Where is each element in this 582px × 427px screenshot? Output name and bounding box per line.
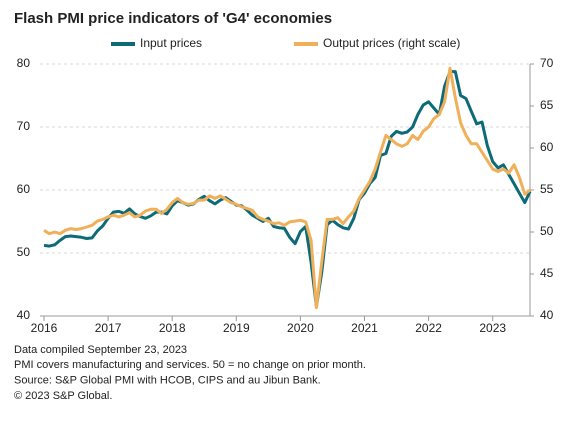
y2-tick-label: 50 xyxy=(540,224,554,238)
y-tick-label: 60 xyxy=(17,182,31,196)
series-line xyxy=(43,66,532,310)
x-tick-label: 2019 xyxy=(223,321,250,335)
y2-tick-label: 40 xyxy=(540,308,554,322)
x-tick-label: 2023 xyxy=(479,321,506,335)
legend-label: Output prices (right scale) xyxy=(323,36,460,50)
x-tick-label: 2020 xyxy=(287,321,314,335)
footnote: © 2023 S&P Global. xyxy=(14,390,112,402)
x-tick-label: 2017 xyxy=(95,321,122,335)
footnote: Data compiled September 23, 2023 xyxy=(14,344,187,356)
x-tick-label: 2018 xyxy=(159,321,186,335)
legend-label: Input prices xyxy=(140,36,202,50)
y2-tick-label: 70 xyxy=(540,56,554,70)
y2-tick-label: 55 xyxy=(540,182,554,196)
y2-tick-label: 60 xyxy=(540,140,554,154)
y-tick-label: 50 xyxy=(17,245,31,259)
x-tick-label: 2022 xyxy=(415,321,442,335)
y-tick-label: 40 xyxy=(17,308,31,322)
y2-tick-label: 45 xyxy=(540,266,554,280)
footnote: PMI covers manufacturing and services. 5… xyxy=(14,359,366,371)
x-tick-label: 2021 xyxy=(351,321,378,335)
footnote: Source: S&P Global PMI with HCOB, CIPS a… xyxy=(14,375,321,387)
x-tick-label: 2016 xyxy=(31,321,58,335)
y-tick-label: 80 xyxy=(17,56,31,70)
chart-title: Flash PMI price indicators of 'G4' econo… xyxy=(14,10,332,27)
y2-tick-label: 65 xyxy=(540,98,554,112)
y-tick-label: 70 xyxy=(17,119,31,133)
